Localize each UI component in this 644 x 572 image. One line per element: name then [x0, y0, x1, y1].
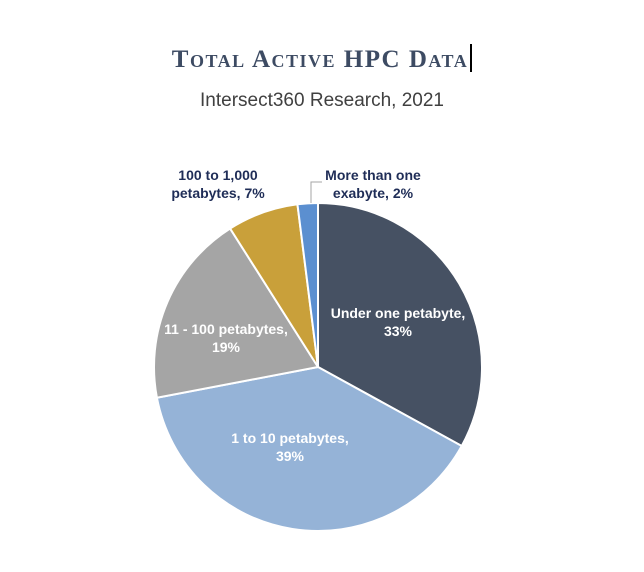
pie-slice — [155, 365, 464, 532]
pie-slice — [153, 227, 320, 399]
chart-title: Total Active HPC Data — [0, 44, 644, 74]
chart-subtitle: Intersect360 Research, 2021 — [200, 90, 444, 111]
slice-label: 100 to 1,000 petabytes, 7% — [171, 167, 265, 201]
slice-label: 11 - 100 petabytes, 19% — [164, 321, 288, 355]
pie-slice — [296, 201, 319, 368]
text-cursor — [470, 44, 473, 72]
slice-label: More than one exabyte, 2% — [325, 167, 421, 201]
slice-label: Under one petabyte, 33% — [331, 305, 466, 339]
slice-label: 1 to 10 petabytes, 39% — [231, 430, 349, 464]
pie-slice — [317, 201, 483, 448]
leader-line — [310, 181, 322, 203]
